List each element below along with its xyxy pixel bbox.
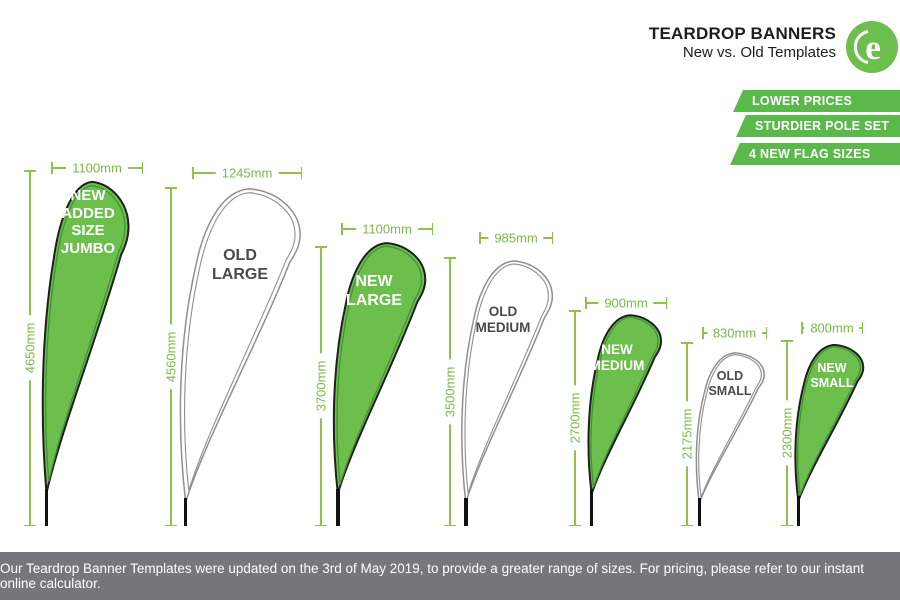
- pole-large-old: [183, 498, 188, 526]
- height-value-jumbo: 4650mm: [22, 315, 38, 381]
- height-value-large-new: 3700mm: [313, 353, 329, 419]
- brand-logo-icon: e: [846, 21, 898, 73]
- height-measure-medium-new: 2700mm: [567, 310, 583, 526]
- width-measure-jumbo: 1100mm: [51, 160, 143, 176]
- badge-sturdier-pole-set: STURDIER POLE SET: [736, 115, 900, 137]
- height-measure-medium-old: 3500mm: [442, 257, 458, 526]
- width-value-small-new: 800mm: [804, 320, 860, 336]
- height-value-large-old: 4560mm: [163, 324, 179, 389]
- width-value-medium-new: 900mm: [598, 295, 654, 311]
- height-measure-jumbo: 4650mm: [22, 170, 38, 526]
- width-value-large-new: 1100mm: [356, 221, 418, 237]
- page-title: TEARDROP BANNERS: [648, 24, 836, 43]
- width-measure-medium-old: 985mm: [479, 230, 553, 246]
- height-value-medium-old: 3500mm: [442, 359, 458, 424]
- pole-small-new: [796, 496, 800, 526]
- flag-medium-old: [460, 258, 556, 504]
- page-subtitle: New vs. Old Templates: [682, 44, 836, 61]
- width-value-small-old: 830mm: [706, 325, 763, 341]
- flag-small-new: [794, 343, 866, 502]
- badge-new-flag-sizes: 4 NEW FLAG SIZES: [730, 143, 900, 165]
- width-value-medium-old: 985mm: [488, 230, 544, 246]
- flag-jumbo-new: [41, 178, 132, 495]
- width-measure-large-old: 1245mm: [192, 165, 302, 181]
- pole-medium-new: [589, 489, 594, 526]
- flag-label-small-old: OLD SMALL: [708, 369, 752, 398]
- height-value-small-old: 2175mm: [679, 401, 695, 467]
- flag-large-new: [332, 240, 429, 495]
- flag-large-old: [178, 185, 305, 504]
- width-measure-small-old: 830mm: [702, 325, 767, 341]
- height-measure-small-old: 2175mm: [679, 342, 695, 526]
- width-measure-large-new: 1100mm: [341, 221, 433, 237]
- logo-letter: e: [865, 28, 881, 67]
- flag-label-large-new: NEW LARGE: [346, 273, 402, 309]
- footer-bar: Our Teardrop Banner Templates were updat…: [0, 552, 900, 600]
- flag-small-old: [695, 351, 767, 504]
- flag-label-medium-new: NEW MEDIUM: [589, 342, 645, 373]
- width-value-large-old: 1245mm: [215, 165, 279, 181]
- pole-jumbo: [44, 489, 49, 526]
- flag-label-medium-old: OLD MEDIUM: [475, 304, 531, 335]
- height-measure-small-new: 2300mm: [779, 340, 795, 526]
- pole-large-new: [336, 489, 340, 526]
- badge-lower-prices: LOWER PRICES: [733, 90, 900, 112]
- height-value-small-new: 2300mm: [779, 400, 795, 466]
- height-value-medium-new: 2700mm: [567, 385, 583, 451]
- height-measure-large-old: 4560mm: [163, 187, 179, 526]
- flag-label-large-old: OLD LARGE: [212, 247, 268, 283]
- footer-text: Our Teardrop Banner Templates were updat…: [0, 561, 864, 591]
- flag-medium-new: [587, 313, 664, 495]
- height-measure-large-new: 3700mm: [313, 246, 329, 526]
- width-measure-small-new: 800mm: [801, 320, 863, 336]
- flag-label-jumbo: NEW ADDED SIZE JUMBO: [60, 187, 116, 257]
- width-value-jumbo: 1100mm: [66, 160, 128, 176]
- pole-medium-old: [464, 498, 468, 526]
- flag-label-small-new: NEW SMALL: [810, 361, 854, 390]
- width-measure-medium-new: 900mm: [585, 295, 667, 311]
- pole-small-old: [697, 498, 701, 526]
